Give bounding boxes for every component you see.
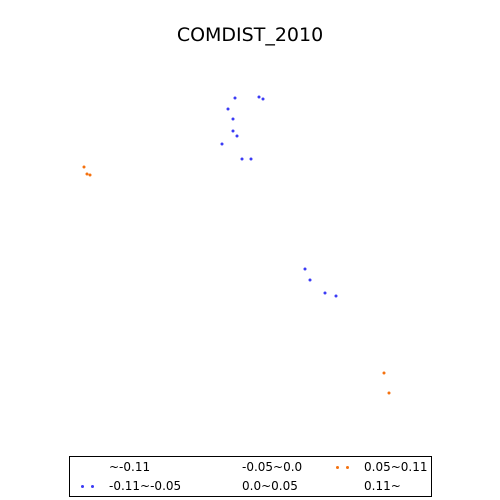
map-point-5 xyxy=(231,129,235,133)
map-point-4 xyxy=(231,117,235,121)
map-point-2 xyxy=(261,97,265,101)
map-point-1 xyxy=(257,95,261,99)
map-point-9 xyxy=(249,157,253,161)
map-point-16 xyxy=(88,173,92,177)
legend-swatch-class-0 xyxy=(76,458,100,476)
legend-label-class-2: -0.05~0.0 xyxy=(242,460,303,474)
map-point-15 xyxy=(85,172,89,176)
legend-swatch-class-2 xyxy=(209,458,233,476)
legend-swatch-class-5 xyxy=(331,477,355,495)
legend-swatch-class-4 xyxy=(331,458,355,476)
map-title: COMDIST_2010 xyxy=(176,24,324,46)
map-point-17 xyxy=(382,371,386,375)
legend-label-class-4: 0.05~0.11 xyxy=(364,460,428,474)
legend-swatch-class-1 xyxy=(76,477,100,495)
legend-marker-class-1-b xyxy=(91,485,94,488)
map-point-7 xyxy=(220,142,224,146)
map-point-18 xyxy=(387,391,391,395)
map-point-8 xyxy=(240,157,244,161)
legend-label-class-5: 0.11~ xyxy=(364,479,401,493)
legend-label-class-1: -0.11~-0.05 xyxy=(109,479,182,493)
map-point-13 xyxy=(334,294,338,298)
map-point-11 xyxy=(308,278,312,282)
map-point-10 xyxy=(303,267,307,271)
map-point-3 xyxy=(226,107,230,111)
legend-label-class-3: 0.0~0.05 xyxy=(242,479,298,493)
legend-marker-class-4-a xyxy=(336,466,339,469)
legend: ~-0.11 -0.11~-0.05 -0.05~0.0 0.0~0.05 0.… xyxy=(69,456,432,497)
map-point-0 xyxy=(233,96,237,100)
legend-label-class-0: ~-0.11 xyxy=(109,460,151,474)
legend-marker-class-1-a xyxy=(81,485,84,488)
legend-swatch-class-3 xyxy=(209,477,233,495)
map-point-6 xyxy=(235,134,239,138)
map-point-12 xyxy=(323,291,327,295)
legend-marker-class-4-b xyxy=(346,466,349,469)
map-point-14 xyxy=(82,165,86,169)
